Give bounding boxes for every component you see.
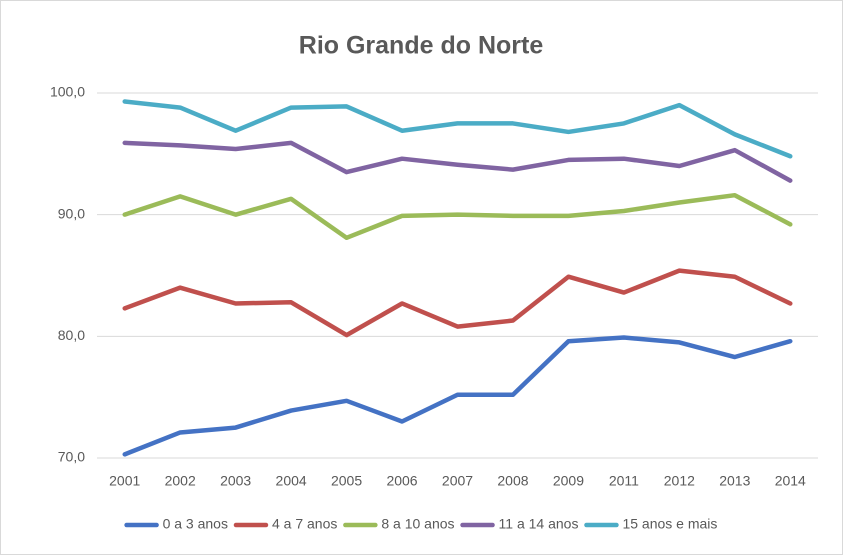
x-tick-label: 2002 [165, 473, 196, 489]
legend-label: 11 a 14 anos [499, 516, 579, 532]
x-tick-label: 2007 [442, 473, 473, 489]
x-tick-label: 2009 [553, 473, 584, 489]
chart-title: Rio Grande do Norte [299, 32, 544, 60]
legend-label: 15 anos e mais [622, 516, 717, 532]
x-tick-label: 2014 [775, 473, 806, 489]
x-tick-label: 2001 [109, 473, 140, 489]
series-line [122, 268, 793, 338]
x-tick-label: 2008 [497, 473, 528, 489]
x-tick-label: 2003 [220, 473, 251, 489]
y-tick-label: 90,0 [58, 205, 85, 221]
series-line [122, 99, 793, 159]
x-tick-label: 2006 [386, 473, 417, 489]
x-tick-label: 2005 [331, 473, 362, 489]
y-tick-label: 80,0 [58, 327, 85, 343]
series-line [122, 140, 793, 183]
x-tick-label: 2013 [719, 473, 750, 489]
legend-label: 0 a 3 anos [163, 516, 228, 532]
x-tick-label: 2012 [664, 473, 695, 489]
y-tick-label: 70,0 [58, 449, 85, 465]
y-tick-label: 100,0 [50, 84, 85, 100]
legend-label: 8 a 10 anos [381, 516, 454, 532]
legend-label: 4 a 7 anos [272, 516, 337, 532]
x-tick-label: 2011 [609, 473, 639, 489]
series-line [122, 335, 793, 457]
series-line [122, 192, 793, 241]
x-tick-label: 2004 [276, 473, 307, 489]
